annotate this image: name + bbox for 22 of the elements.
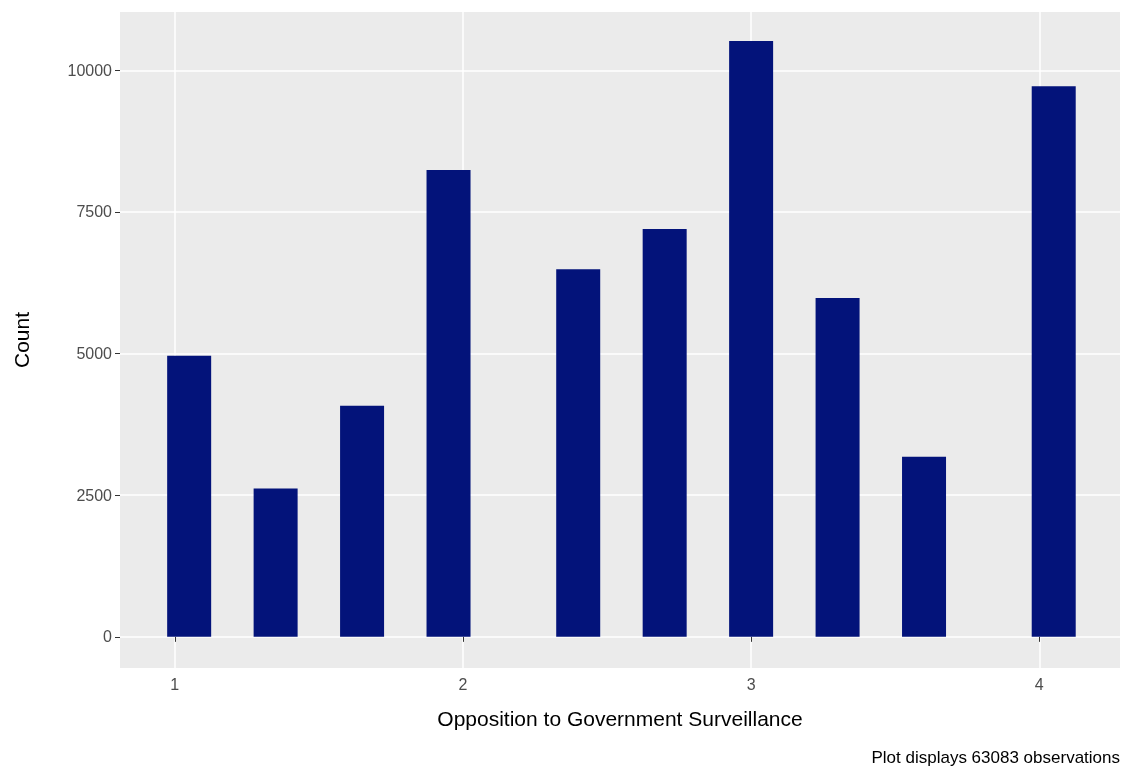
bar: [426, 170, 471, 637]
x-axis-title: Opposition to Government Surveillance: [437, 707, 803, 730]
y-tick-label: 0: [103, 628, 113, 646]
y-tick-label: 10000: [67, 61, 113, 79]
y-tick-label: 2500: [76, 486, 113, 504]
y-tick-label: 5000: [76, 345, 113, 363]
x-tick-label: 1: [170, 675, 180, 693]
bar: [340, 405, 385, 637]
bar: [902, 456, 947, 637]
bar: [253, 488, 298, 637]
bar: [729, 40, 774, 637]
bar: [167, 355, 212, 637]
bar: [556, 269, 601, 637]
bar: [642, 228, 687, 637]
bar: [815, 298, 860, 637]
x-tick-label: 4: [1034, 675, 1044, 693]
text: Plot displays 63083 observations: [871, 748, 1120, 767]
x-tick-label: 3: [746, 675, 756, 693]
y-axis-title: Count: [10, 311, 33, 369]
y-tick-label: 7500: [76, 203, 113, 221]
x-tick-label: 2: [458, 675, 468, 693]
bar: [1031, 86, 1076, 637]
